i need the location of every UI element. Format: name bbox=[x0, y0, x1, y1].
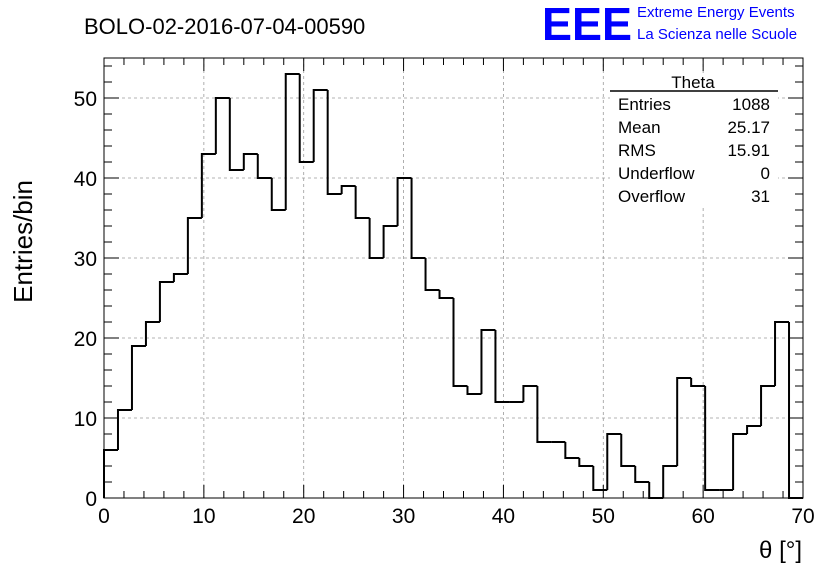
histogram-bin bbox=[774, 321, 790, 386]
x-tick-label: 50 bbox=[592, 505, 615, 528]
histogram-bin bbox=[578, 458, 594, 467]
y-tick-label: 50 bbox=[74, 88, 97, 111]
histogram-bin bbox=[452, 298, 468, 387]
histogram-bin bbox=[130, 345, 146, 410]
histogram-bin bbox=[298, 74, 314, 163]
histogram-bin bbox=[564, 442, 580, 459]
axis-tick-labels: 0 10 20 30 40 50 60 70 0 10 20 30 40 50 bbox=[74, 88, 815, 528]
stats-box-background bbox=[610, 75, 778, 205]
logo-line-2: La Scienza nelle Scuole bbox=[637, 26, 797, 43]
logo-line-1: Extreme Energy Events bbox=[637, 4, 795, 21]
histogram-bin bbox=[144, 321, 160, 346]
histogram-bin bbox=[746, 425, 762, 434]
x-tick-label: 10 bbox=[192, 505, 215, 528]
histogram-bin bbox=[116, 409, 132, 450]
stats-row-value: 15.91 bbox=[727, 141, 770, 160]
histogram-bin bbox=[676, 377, 692, 466]
stats-row-label: Mean bbox=[618, 118, 661, 137]
histogram-bin bbox=[284, 73, 300, 210]
histogram-bin bbox=[410, 178, 426, 259]
histogram-bin bbox=[200, 153, 216, 218]
histogram-bin bbox=[228, 98, 244, 171]
y-tick-label: 0 bbox=[85, 488, 97, 511]
y-tick-label: 10 bbox=[74, 408, 97, 431]
histogram-bin bbox=[312, 89, 328, 162]
stats-row-label: Entries bbox=[618, 95, 671, 114]
histogram-bin bbox=[788, 322, 803, 499]
histogram-series bbox=[103, 73, 803, 499]
chart-title: BOLO-02-2016-07-04-00590 bbox=[84, 14, 365, 39]
histogram-bin bbox=[690, 378, 706, 387]
stats-title: Theta bbox=[671, 73, 715, 92]
histogram-bin bbox=[592, 466, 608, 491]
stats-row-value: 31 bbox=[751, 187, 770, 206]
histogram-bin bbox=[354, 186, 370, 219]
y-tick-label: 30 bbox=[74, 248, 97, 271]
stats-row-value: 0 bbox=[761, 164, 770, 183]
logo-letters: EEE bbox=[542, 0, 632, 50]
histogram-bin bbox=[396, 177, 412, 226]
x-tick-label: 30 bbox=[392, 505, 415, 528]
histogram-bin bbox=[242, 153, 258, 170]
histogram-bin bbox=[732, 433, 748, 490]
histogram-bin bbox=[424, 258, 440, 291]
stats-rows: Entries 1088 Mean 25.17 RMS 15.91 Underflow 0 Ov… bbox=[618, 95, 770, 206]
histogram-bin bbox=[214, 97, 230, 154]
stats-row-value: 25.17 bbox=[727, 118, 770, 137]
histogram-bin bbox=[522, 385, 538, 402]
histogram-bin bbox=[494, 330, 510, 403]
histogram-bin bbox=[466, 386, 482, 395]
histogram-bin bbox=[382, 225, 398, 258]
histogram-bin bbox=[634, 466, 650, 483]
histogram-bin bbox=[326, 90, 342, 195]
histogram-bin bbox=[662, 465, 678, 498]
stats-row-label: RMS bbox=[618, 141, 656, 160]
histogram-bin bbox=[256, 154, 272, 179]
x-tick-label: 40 bbox=[492, 505, 515, 528]
stats-box: Theta Entries 1088 Mean 25.17 RMS 15.91 Underf… bbox=[610, 73, 778, 206]
x-axis-label: θ [°] bbox=[759, 537, 802, 564]
histogram-bin bbox=[760, 385, 776, 426]
y-tick-label: 40 bbox=[74, 168, 97, 191]
histogram-bin bbox=[648, 482, 664, 499]
x-tick-label: 0 bbox=[98, 505, 110, 528]
stats-row-value: 1088 bbox=[732, 95, 770, 114]
histogram-bin bbox=[186, 217, 202, 274]
stats-row-label: Underflow bbox=[618, 164, 695, 183]
plot-frame bbox=[103, 57, 804, 499]
y-tick-label: 20 bbox=[74, 328, 97, 351]
histogram-bin bbox=[103, 449, 118, 498]
histogram-bin bbox=[172, 273, 188, 282]
histogram-bin bbox=[438, 290, 454, 299]
histogram-bin bbox=[606, 433, 622, 490]
histogram-bin bbox=[480, 329, 496, 394]
x-tick-label: 70 bbox=[791, 505, 814, 528]
x-tick-label: 60 bbox=[691, 505, 714, 528]
histogram-bin bbox=[620, 434, 636, 467]
stats-row-label: Overflow bbox=[618, 187, 686, 206]
histogram-bin bbox=[368, 218, 384, 259]
histogram-bin bbox=[536, 386, 552, 443]
histogram-bin bbox=[158, 281, 174, 322]
histogram-bin bbox=[704, 386, 720, 491]
axis-ticks bbox=[103, 58, 804, 499]
eee-logo: EEE Extreme Energy Events La Scienza nel… bbox=[542, 0, 797, 50]
histogram-bin bbox=[270, 178, 286, 211]
y-axis-label: Entries/bin bbox=[8, 180, 38, 303]
x-tick-label: 20 bbox=[292, 505, 315, 528]
histogram-bin bbox=[340, 185, 356, 194]
